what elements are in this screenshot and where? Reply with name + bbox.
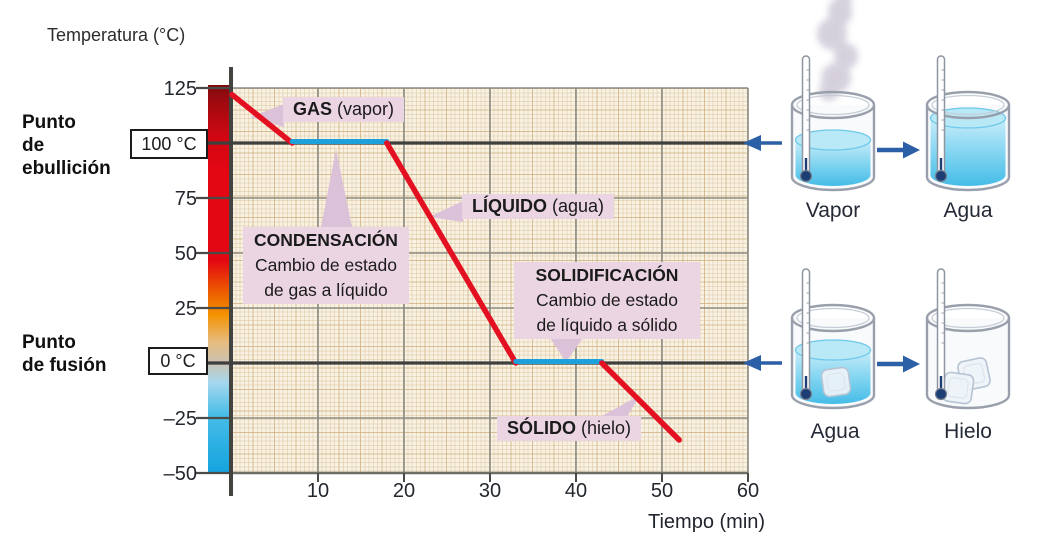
steam-icon bbox=[817, 0, 858, 101]
annotation-gas: GAS (vapor) bbox=[283, 97, 405, 122]
annotation-condensacion: CONDENSACIÓN Cambio de estado de gas a lí… bbox=[243, 227, 409, 304]
curve-segment-red bbox=[599, 360, 682, 443]
beaker-water-ice bbox=[790, 268, 876, 410]
beaker-vapor bbox=[790, 0, 876, 192]
annotation-liquido: LÍQUIDO (agua) bbox=[462, 194, 615, 219]
y-tick-label: –25 bbox=[164, 408, 197, 430]
annotation-solido-title: SÓLIDO bbox=[507, 418, 577, 438]
x-tick-label: 60 bbox=[737, 480, 759, 502]
thermometer-icon bbox=[934, 268, 948, 401]
curve-segment-red bbox=[229, 91, 295, 146]
ice-cube-icon bbox=[941, 371, 975, 405]
ice-cube-icon bbox=[820, 366, 852, 398]
x-tick-label: 40 bbox=[565, 480, 587, 502]
melting-point-label: Punto de fusión bbox=[22, 332, 107, 376]
melting-temp-box: 0 °C bbox=[148, 347, 208, 375]
beaker-label-vapor: Vapor bbox=[805, 199, 861, 222]
beaker-label-hielo: Hielo bbox=[944, 420, 992, 443]
annotation-solido: SÓLIDO (hielo) bbox=[497, 416, 642, 441]
y-tick-label: 50 bbox=[175, 243, 197, 265]
thermometer-icon bbox=[799, 268, 813, 401]
callout-wedge-solidificacion bbox=[550, 338, 583, 362]
y-axis-title: Temperatura (°C) bbox=[47, 25, 186, 45]
x-tick-label: 50 bbox=[651, 480, 673, 502]
x-tick-label: 10 bbox=[307, 480, 329, 502]
callout-wedge-solido bbox=[600, 395, 640, 417]
beaker-ice bbox=[925, 268, 1011, 410]
curve-segment-red bbox=[384, 140, 519, 366]
thermometer-icon bbox=[799, 55, 813, 183]
arrow-right-icon bbox=[877, 355, 920, 373]
arrow-right-icon bbox=[877, 141, 920, 159]
annotation-gas-title: GAS bbox=[293, 99, 333, 119]
annotation-solidificacion-title: SOLIDIFICACIÓN bbox=[535, 265, 679, 285]
annotation-solido-suffix: (hielo) bbox=[576, 418, 632, 438]
boiling-temp-box: 100 °C bbox=[130, 129, 208, 159]
water bbox=[930, 118, 1006, 187]
arrow-left-icon bbox=[743, 135, 782, 151]
annotation-condensacion-body: Cambio de estado de gas a líquido bbox=[254, 255, 398, 300]
callout-wedge-condensacion bbox=[321, 149, 352, 227]
beaker-label-agua-freezing: Agua bbox=[810, 420, 860, 443]
y-tick-label: –50 bbox=[164, 463, 197, 485]
callout-wedge-liquido bbox=[429, 201, 463, 222]
annotation-liquido-title: LÍQUIDO bbox=[472, 196, 547, 216]
y-tick-label: 125 bbox=[164, 78, 197, 100]
annotation-liquido-suffix: (agua) bbox=[547, 196, 605, 216]
beaker-water-full bbox=[925, 55, 1011, 192]
arrow-left-icon bbox=[743, 355, 782, 371]
boiling-point-label: Punto de ebullición bbox=[22, 112, 111, 179]
beaker-label-agua-liquid: Agua bbox=[943, 199, 993, 222]
annotation-solidificacion-body: Cambio de estado de líquido a sólido bbox=[535, 290, 679, 335]
callout-wedge-gas bbox=[250, 104, 284, 127]
thermometer-icon bbox=[934, 55, 948, 183]
y-tick-label: 25 bbox=[175, 298, 197, 320]
annotation-gas-suffix: (vapor) bbox=[332, 99, 395, 119]
y-tick-label: 75 bbox=[175, 188, 197, 210]
x-axis-title: Tiempo (min) bbox=[648, 511, 766, 533]
annotation-solidificacion: SOLIDIFICACIÓN Cambio de estado de líquid… bbox=[514, 262, 700, 339]
x-tick-label: 20 bbox=[393, 480, 415, 502]
water bbox=[795, 140, 871, 187]
temperature-colorbar bbox=[208, 85, 231, 474]
annotation-condensacion-title: CONDENSACIÓN bbox=[254, 230, 398, 250]
x-tick-label: 30 bbox=[479, 480, 501, 502]
